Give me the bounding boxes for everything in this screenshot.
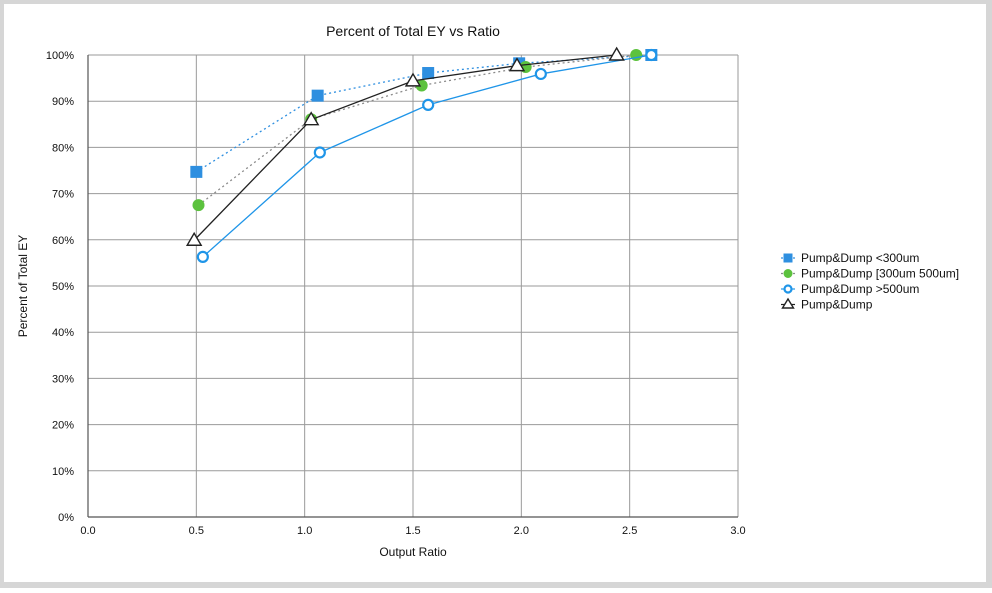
x-tick-label: 1.0 [297,525,312,537]
data-point [196,250,209,263]
y-tick-label: 30% [52,373,74,385]
x-tick-label: 0.0 [80,525,95,537]
y-tick-label: 10% [52,466,74,478]
legend-item: Pump&Dump [300um 500um] [781,267,959,281]
data-point [302,111,320,126]
y-tick-label: 90% [52,96,74,108]
legend-label: Pump&Dump <300um [801,251,919,265]
data-point [311,89,324,102]
x-tick-label: 1.5 [405,525,420,537]
legend-marker [783,284,793,294]
axes: 0% 10% 20% 30% 40% 50% 60% 70% 80% 90% 100% 0.0 0.5 1… [46,50,746,537]
data-point [422,67,435,80]
series-3 [196,48,658,263]
legend-marker [781,297,795,309]
x-tick-label: 0.5 [189,525,204,537]
chart-title: Percent of Total EY vs Ratio [326,23,500,39]
legend-item: Pump&Dump <300um [781,251,919,265]
series-4 [185,46,625,246]
data-point [508,57,526,72]
data-point [185,231,203,246]
y-tick-label: 40% [52,327,74,339]
y-tick-label: 60% [52,235,74,247]
x-tick-label: 3.0 [730,525,745,537]
data-point [534,67,547,81]
legend-label: Pump&Dump [300um 500um] [801,267,959,281]
legend-label: Pump&Dump >500um [801,282,919,296]
x-axis-label: Output Ratio [379,545,447,559]
y-tick-label: 20% [52,420,74,432]
x-tick-label: 2.5 [622,525,637,537]
data-point [404,72,422,87]
y-tick-label: 100% [46,50,74,62]
y-axis-label: Percent of Total EY [16,235,30,338]
legend-item: Pump&Dump >500um [781,282,919,296]
y-tick-label: 70% [52,189,74,201]
data-point [608,46,625,61]
legend-marker [783,269,793,278]
data-point [190,165,203,178]
data-point [645,48,658,62]
legend-marker [783,253,793,263]
y-tick-label: 50% [52,281,74,293]
data-point [422,98,435,111]
data-point [313,146,326,159]
legend-label: Pump&Dump [801,298,873,312]
series-layer [185,46,658,263]
data-point [630,49,643,61]
y-tick-label: 80% [52,142,74,154]
legend-item: Pump&Dump [781,298,873,312]
y-tick-label: 0% [58,512,74,524]
data-point [192,199,205,212]
x-tick-label: 2.0 [514,525,529,537]
grid [87,54,739,518]
